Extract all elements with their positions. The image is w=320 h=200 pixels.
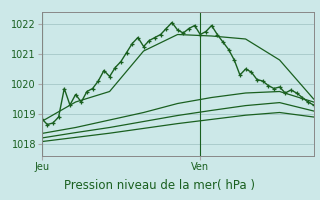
Text: Pression niveau de la mer( hPa ): Pression niveau de la mer( hPa ) bbox=[65, 179, 255, 192]
